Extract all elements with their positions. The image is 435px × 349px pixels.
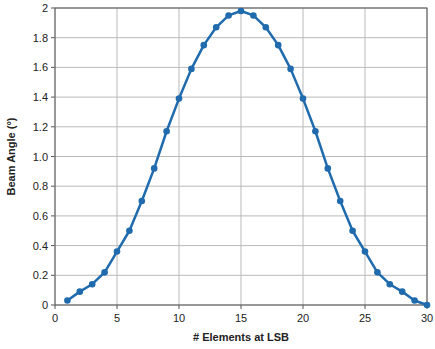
- series-marker: [411, 297, 418, 304]
- series-marker: [263, 24, 270, 31]
- series-marker: [387, 281, 394, 288]
- series-marker: [114, 248, 121, 255]
- x-tick-label: 0: [52, 312, 58, 324]
- x-tick: [241, 305, 242, 309]
- x-grid-line: [117, 8, 118, 305]
- series-marker: [287, 66, 294, 73]
- chart: 00.20.40.60.81.01.21.41.61.8205101520253…: [0, 0, 435, 349]
- y-tick: [51, 215, 55, 216]
- y-tick: [51, 186, 55, 187]
- y-tick-label: 2: [42, 2, 48, 14]
- x-tick-label: 5: [114, 312, 120, 324]
- y-tick: [51, 275, 55, 276]
- x-tick: [303, 305, 304, 309]
- x-tick: [179, 305, 180, 309]
- series-marker: [374, 269, 381, 276]
- y-tick-label: 0.2: [33, 269, 48, 281]
- y-tick-label: 1.8: [33, 32, 48, 44]
- y-tick-label: 0: [42, 299, 48, 311]
- y-tick-label: 1.2: [33, 121, 48, 133]
- x-grid-line: [241, 8, 242, 305]
- x-tick: [117, 305, 118, 309]
- series-marker: [139, 198, 146, 205]
- y-tick: [51, 156, 55, 157]
- x-tick-label: 30: [421, 312, 433, 324]
- y-tick-label: 1.0: [33, 151, 48, 163]
- x-tick-label: 20: [297, 312, 309, 324]
- y-tick-label: 1.4: [33, 91, 48, 103]
- y-tick-label: 0.8: [33, 180, 48, 192]
- y-tick-label: 0.4: [33, 240, 48, 252]
- y-tick-label: 1.6: [33, 61, 48, 73]
- series-marker: [176, 95, 183, 102]
- x-grid-line: [179, 8, 180, 305]
- series-marker: [163, 128, 170, 135]
- x-grid-line: [303, 8, 304, 305]
- series-marker: [349, 227, 356, 234]
- series-marker: [201, 42, 208, 49]
- x-grid-line: [365, 8, 366, 305]
- x-tick: [55, 305, 56, 309]
- series-marker: [101, 269, 108, 276]
- series-marker: [238, 8, 245, 15]
- series-marker: [312, 128, 319, 135]
- series-marker: [424, 302, 431, 309]
- y-tick: [51, 97, 55, 98]
- series-marker: [225, 12, 232, 19]
- y-tick: [51, 245, 55, 246]
- series-marker: [77, 288, 84, 295]
- x-tick-label: 15: [235, 312, 247, 324]
- series-marker: [300, 95, 307, 102]
- series-group: [64, 8, 430, 309]
- y-tick: [51, 8, 55, 9]
- x-tick: [365, 305, 366, 309]
- series-marker: [337, 198, 344, 205]
- series-marker: [126, 227, 133, 234]
- y-tick: [51, 37, 55, 38]
- x-tick-label: 10: [173, 312, 185, 324]
- y-tick: [51, 67, 55, 68]
- series-line: [67, 11, 427, 305]
- series-marker: [399, 288, 406, 295]
- plot-frame: [55, 8, 427, 305]
- x-tick-label: 25: [359, 312, 371, 324]
- y-axis-title: Beam Angle (°): [5, 117, 17, 195]
- series-marker: [64, 297, 71, 304]
- y-tick: [51, 305, 55, 306]
- series-marker: [188, 66, 195, 73]
- y-tick-label: 0.6: [33, 210, 48, 222]
- series-marker: [362, 248, 369, 255]
- plot-background: [55, 8, 427, 305]
- series-marker: [89, 281, 96, 288]
- series-marker: [151, 165, 158, 172]
- series-marker: [275, 42, 282, 49]
- x-axis-title: # Elements at LSB: [193, 331, 289, 343]
- series-marker: [325, 165, 332, 172]
- y-tick: [51, 126, 55, 127]
- series-marker: [250, 12, 257, 19]
- series-marker: [213, 24, 220, 31]
